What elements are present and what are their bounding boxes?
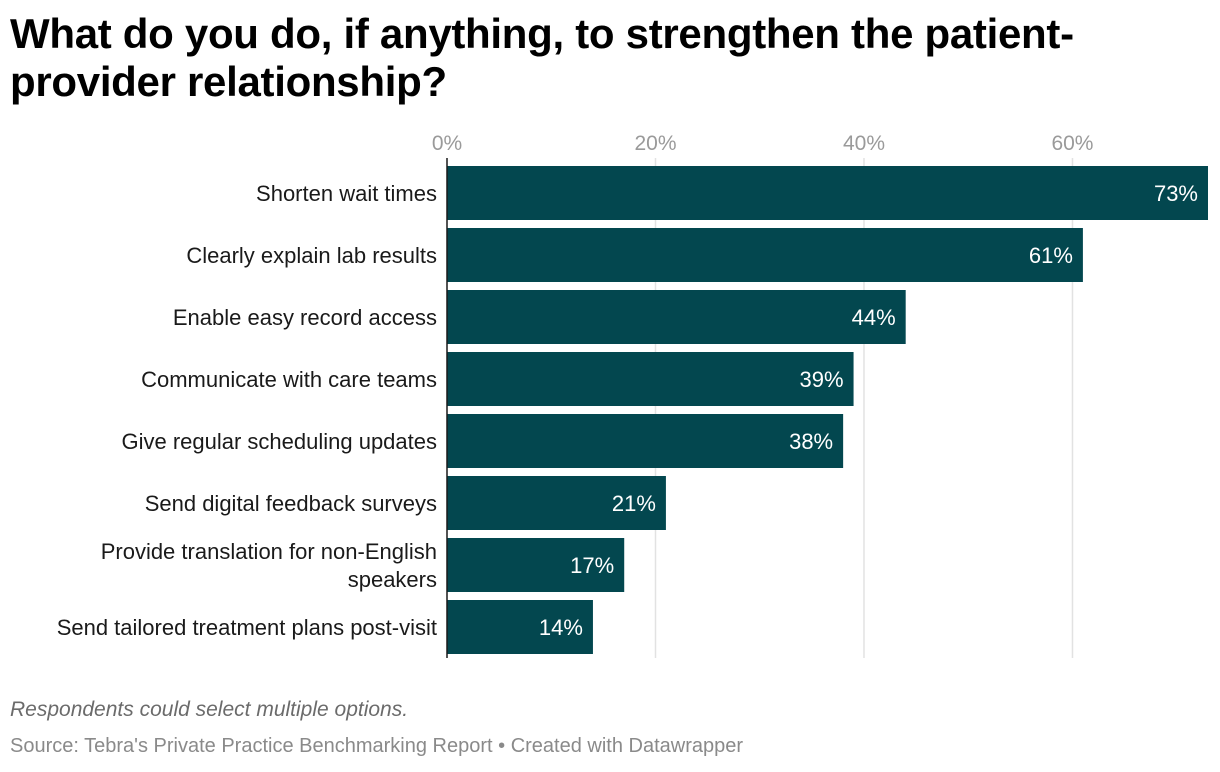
value-label: 44%	[852, 305, 896, 330]
category-label: Send digital feedback surveys	[145, 491, 437, 516]
value-label: 61%	[1029, 243, 1073, 268]
x-tick-label: 20%	[634, 132, 676, 155]
category-label-line: speakers	[348, 567, 437, 592]
bar	[447, 538, 625, 592]
footer-separator: •	[498, 735, 506, 757]
chart-footer: Source: Tebra's Private Practice Benchma…	[10, 735, 743, 758]
x-axis-ticks: 0% 20% 40% 60%	[432, 132, 1094, 155]
bar	[447, 600, 593, 654]
category-label-line: Shorten wait times	[256, 181, 437, 206]
bar	[447, 228, 1083, 282]
category-label-line: Send digital feedback surveys	[145, 491, 437, 516]
bar	[447, 352, 854, 406]
value-label: 21%	[612, 491, 656, 516]
category-label: Send tailored treatment plans post-visit	[57, 615, 437, 640]
value-label: 73%	[1154, 181, 1198, 206]
category-label: Communicate with care teams	[141, 367, 437, 392]
category-label-line: Communicate with care teams	[141, 367, 437, 392]
bar	[447, 290, 906, 344]
category-label: Enable easy record access	[173, 305, 437, 330]
category-label: Provide translation for non-English speak…	[101, 539, 437, 592]
x-tick-label: 60%	[1051, 132, 1093, 155]
value-label: 17%	[570, 553, 614, 578]
chart-note: Respondents could select multiple option…	[10, 698, 409, 721]
bar	[447, 476, 666, 530]
category-label: Shorten wait times	[256, 181, 437, 206]
value-label: 14%	[539, 615, 583, 640]
category-label: Clearly explain lab results	[186, 243, 437, 268]
value-label: 38%	[789, 429, 833, 454]
category-label-line: Provide translation for non-English	[101, 539, 437, 564]
x-tick-label: 0%	[432, 132, 462, 155]
category-label-line: Send tailored treatment plans post-visit	[57, 615, 437, 640]
category-label-line: Give regular scheduling updates	[121, 429, 437, 454]
category-label-line: Enable easy record access	[173, 305, 437, 330]
bar	[447, 414, 844, 468]
chart-title: What do you do, if anything, to strength…	[10, 10, 1074, 105]
category-label-line: Clearly explain lab results	[186, 243, 437, 268]
x-tick-label: 40%	[843, 132, 885, 155]
bars: 73% 61% 44% 39% 38% 21% 17% 14%	[447, 166, 1208, 654]
credit-text: Created with Datawrapper	[510, 735, 744, 757]
category-labels: Shorten wait times Clearly explain lab re…	[57, 181, 437, 640]
bar	[447, 166, 1208, 220]
value-label: 39%	[800, 367, 844, 392]
category-label: Give regular scheduling updates	[121, 429, 437, 454]
source-text: Source: Tebra's Private Practice Benchma…	[10, 735, 493, 757]
